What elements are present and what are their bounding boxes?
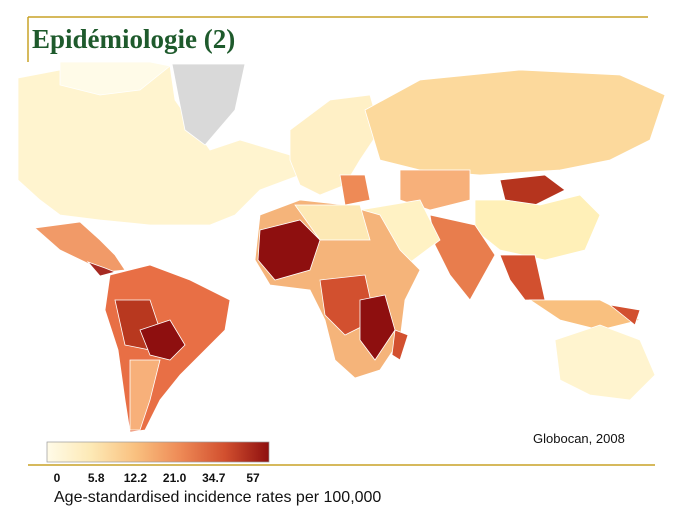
arctic-canada bbox=[59, 61, 171, 96]
source: Globocan, 2008 bbox=[533, 431, 625, 446]
russia bbox=[364, 69, 666, 176]
legend-tick-label: 21.0 bbox=[163, 471, 187, 485]
balkans bbox=[339, 174, 371, 206]
legend-tick-label: 0 bbox=[54, 471, 61, 485]
north-america bbox=[17, 63, 301, 226]
india bbox=[429, 214, 496, 301]
legend-tick-label: 12.2 bbox=[124, 471, 148, 485]
bolivia-paraguay bbox=[139, 319, 186, 361]
central-asia bbox=[399, 169, 471, 211]
legend-bar bbox=[46, 441, 270, 463]
southern-cone bbox=[129, 359, 161, 431]
mongolia bbox=[499, 174, 566, 206]
greenland bbox=[171, 63, 246, 146]
legend-tick-label: 5.8 bbox=[88, 471, 105, 485]
southeast-asia bbox=[499, 254, 546, 301]
central-america bbox=[86, 261, 117, 277]
madagascar bbox=[391, 329, 409, 361]
legend-ticks: 0 5.8 12.2 21.0 34.7 57 bbox=[54, 471, 260, 485]
china bbox=[474, 194, 601, 261]
world-map bbox=[17, 61, 666, 433]
australia bbox=[554, 324, 656, 401]
east-africa bbox=[359, 294, 396, 361]
mexico bbox=[34, 221, 126, 273]
slide-title: Epidémiologie (2) bbox=[32, 24, 235, 54]
europe bbox=[289, 94, 381, 196]
sahara bbox=[294, 204, 371, 241]
legend-tick-label: 34.7 bbox=[202, 471, 226, 485]
papua bbox=[608, 304, 641, 326]
west-africa bbox=[257, 219, 321, 281]
legend-tick-label: 57 bbox=[246, 471, 260, 485]
legend-caption: Age-standardised incidence rates per 100… bbox=[54, 489, 381, 506]
